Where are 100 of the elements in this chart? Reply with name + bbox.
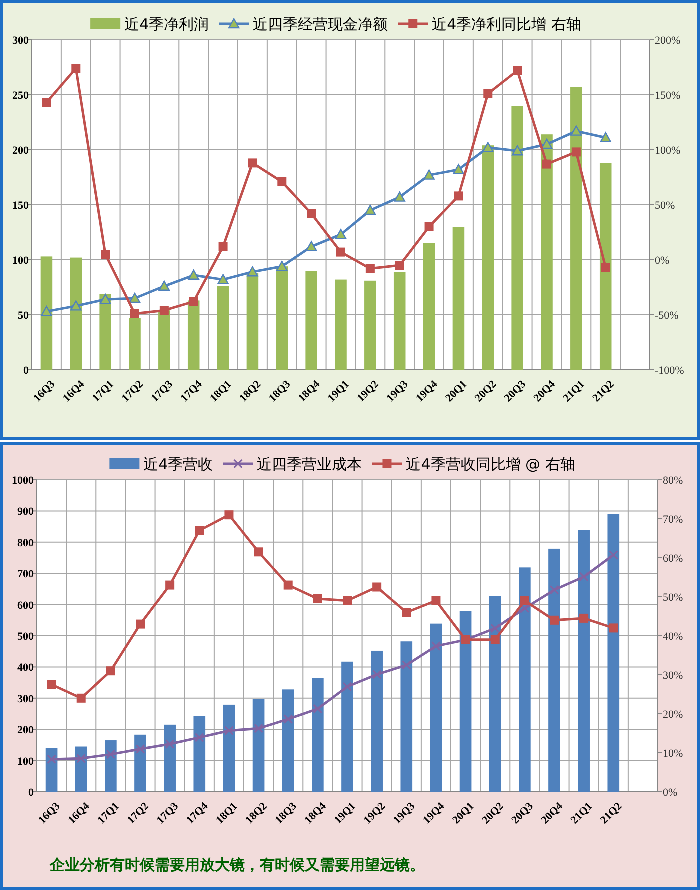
y-tick-label: 100 [12,255,30,267]
point [453,164,464,174]
point [609,550,618,560]
point [101,250,110,259]
point [195,733,204,742]
legend-label: 近4季净利同比增 右轴 [432,16,582,34]
point [218,242,228,252]
point [343,682,352,692]
y-tick-label: 400 [18,662,34,674]
y2-tick-label: -100% [655,365,684,377]
bar [188,300,200,370]
point [313,594,322,604]
point [343,596,352,606]
bar [578,530,590,792]
point [609,624,618,633]
y2-tick-label: 200% [655,35,681,47]
point [224,510,234,520]
y-tick-label: 600 [18,600,34,612]
y-tick-label: 200 [18,724,34,737]
point [402,660,412,670]
bar [541,134,553,370]
bar [282,690,294,792]
legend-label: 近4季营收同比增 @ 右轴 [406,456,576,474]
point [195,526,204,536]
point [520,596,530,606]
point [601,263,610,272]
bar [423,244,436,370]
point [47,755,56,764]
point [395,261,404,270]
point [188,270,200,280]
point [166,580,175,590]
y-tick-label: 250 [12,90,30,102]
y-tick-label: 900 [18,506,34,518]
point [276,261,288,272]
y-tick-label: 800 [18,537,34,550]
y2-tick-label: 70% [663,514,684,526]
point [424,222,434,232]
point [541,138,553,150]
point [372,670,382,680]
bar [342,662,354,792]
bar [46,748,58,792]
point [550,616,559,625]
point [570,126,582,136]
point [402,608,412,618]
point [484,89,493,98]
bar [600,163,612,370]
point [580,614,589,623]
point [106,666,116,676]
point [490,635,500,644]
y-tick-label: 500 [18,631,34,643]
bar [158,310,170,370]
point [218,274,229,284]
legend-label: 近四季营业成本 [257,456,362,474]
y-tick-label: 150 [12,200,30,212]
point [248,158,258,168]
text: 企业分析有时候需要用放大镜，有时候又需要用望远镜。 [49,856,425,874]
legend-label: 近4季净利润 [124,16,210,34]
bar [394,272,406,370]
point [224,726,234,736]
bar [548,548,560,792]
y2-tick-label: 0% [655,255,670,267]
point [100,294,112,304]
bar [129,318,141,370]
point [47,680,56,690]
bar [452,227,465,370]
point [41,306,52,316]
bar [70,258,82,370]
point [278,177,287,186]
point [106,750,116,760]
bar [105,740,117,792]
point [42,98,52,108]
point [160,306,169,316]
y2-tick-label: 30% [663,670,684,682]
bar [430,624,442,792]
point [336,248,346,257]
point [512,146,524,156]
point [70,300,82,311]
point [158,280,170,291]
point [136,620,145,629]
bar [608,514,620,792]
bar [489,596,502,792]
y-tick-label: 50 [18,310,30,322]
point [372,582,382,592]
point [284,714,293,724]
bar [134,734,146,792]
bar [371,650,383,792]
point [313,704,322,714]
y2-tick-label: 10% [663,748,684,760]
point [72,64,81,74]
point [76,754,86,764]
y2-tick-label: 80% [663,475,684,487]
y-tick-label: 100 [18,756,34,768]
point [432,642,441,651]
y2-tick-label: 100% [655,145,681,157]
y2-tick-label: 60% [663,553,684,565]
point [542,160,552,169]
point [254,724,264,734]
y2-tick-label: 40% [663,631,684,643]
point [307,209,316,218]
y-tick-label: 200 [12,145,30,157]
